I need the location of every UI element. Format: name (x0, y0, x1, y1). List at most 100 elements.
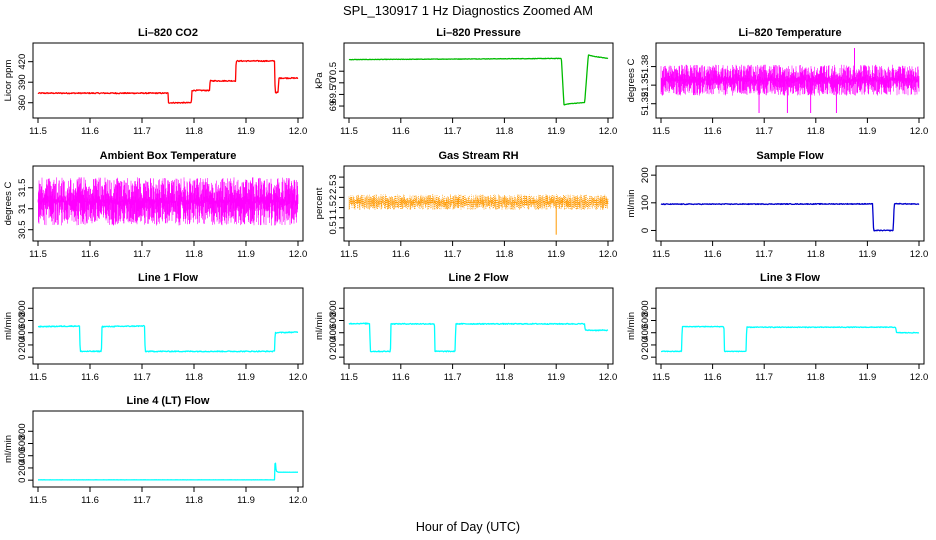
x-tick-label: 11.7 (755, 249, 773, 260)
panel-5: Sample Flow 11.5 11.6 11.7 11.8 11.9 12.0 0 100 2… (626, 150, 928, 260)
x-tick-label: 12.0 (289, 126, 308, 137)
x-tick-label: 11.6 (81, 495, 99, 506)
data-series (37, 324, 299, 353)
x-tick-label: 11.5 (652, 126, 670, 137)
panel-title: Line 1 Flow (138, 272, 198, 284)
panel-7: Line 2 Flow 11.5 11.6 11.7 11.8 11.9 12.0 0 2004… (314, 272, 617, 383)
y-tick-label: 200 (17, 337, 28, 353)
x-tick-label: 11.8 (185, 495, 203, 506)
data-series (37, 59, 299, 104)
y-tick-label: 200 (328, 337, 339, 353)
x-tick-label: 12.0 (910, 372, 929, 383)
x-tick-label: 11.7 (755, 372, 773, 383)
y-tick-label: 2.5 (328, 181, 339, 194)
data-line (348, 54, 609, 106)
panel-6: Line 1 Flow 11.5 11.6 11.7 11.8 11.9 12.0 0 2004… (3, 272, 307, 383)
y-axis-label: ml/min (314, 312, 325, 340)
y-tick-label: 600 (17, 436, 28, 452)
plot-frame (655, 287, 925, 365)
data-line (37, 462, 299, 481)
x-tick-label: 11.6 (704, 249, 722, 260)
y-axis-label: ml/min (3, 312, 14, 340)
x-tick-label: 11.5 (29, 495, 47, 506)
x-tick-label: 11.5 (29, 126, 47, 137)
panel-1: Li–820 Pressure 11.5 11.6 11.7 11.8 11.9 12.0 6… (314, 27, 617, 137)
x-tick-label: 11.5 (652, 249, 670, 260)
data-series (660, 202, 920, 232)
y-tick-label: 0 (640, 228, 651, 233)
y-axis-label: Licor ppm (3, 60, 14, 102)
x-tick-label: 11.7 (133, 372, 151, 383)
data-series (348, 194, 609, 235)
x-tick-label: 11.8 (807, 372, 825, 383)
x-tick-label: 11.5 (340, 372, 358, 383)
x-tick-label: 11.6 (392, 372, 410, 383)
x-tick-label: 11.7 (133, 126, 151, 137)
x-tick-label: 12.0 (599, 126, 618, 137)
x-tick-label: 11.6 (81, 372, 99, 383)
x-tick-label: 11.9 (859, 126, 877, 137)
x-tick-label: 11.9 (237, 372, 255, 383)
panel-title: Line 3 Flow (760, 272, 820, 284)
figure-title: SPL_130917 1 Hz Diagnostics Zoomed AM (343, 3, 593, 18)
x-tick-label: 11.8 (496, 126, 514, 137)
data-band (348, 194, 609, 210)
x-tick-label: 12.0 (289, 249, 308, 260)
data-line (660, 325, 920, 353)
x-tick-label: 11.6 (81, 126, 99, 137)
y-tick-label: 1.5 (328, 201, 339, 214)
panel-4: Gas Stream RH 11.5 11.6 11.7 11.8 11.9 12.0 0.5… (314, 150, 617, 260)
x-tick-label: 11.8 (496, 372, 514, 383)
y-tick-label: 600 (640, 313, 651, 329)
x-tick-label: 11.7 (133, 495, 151, 506)
plot-frame (343, 287, 614, 365)
panel-title: Li–820 Temperature (738, 27, 841, 39)
x-tick-label: 11.6 (704, 126, 722, 137)
x-tick-label: 11.8 (496, 249, 514, 260)
panel-3: Ambient Box Temperature 11.5 11.6 11.7 11.8 1… (3, 150, 307, 260)
y-tick-label: 200 (640, 337, 651, 353)
y-tick-label: 30.5 (17, 220, 28, 239)
y-tick-label: 0.5 (328, 221, 339, 234)
x-tick-label: 12.0 (910, 126, 929, 137)
y-tick-label: 51.35 (640, 73, 651, 97)
y-axis-label: kPa (314, 72, 325, 89)
x-tick-label: 11.7 (444, 372, 462, 383)
panel-8: Line 3 Flow 11.5 11.6 11.7 11.8 11.9 12.0 0 2004… (626, 272, 928, 383)
data-line (660, 202, 920, 232)
y-tick-label: 0 (17, 355, 28, 360)
x-tick-label: 11.5 (29, 372, 47, 383)
x-tick-label: 11.9 (859, 249, 877, 260)
y-tick-label: 400 (640, 325, 651, 341)
plot-frame (32, 42, 304, 119)
data-band (660, 64, 920, 96)
y-tick-label: 69 (328, 101, 339, 112)
plot-frame (32, 287, 304, 365)
data-series (660, 48, 920, 113)
x-tick-label: 11.9 (237, 249, 255, 260)
x-tick-label: 11.6 (392, 126, 410, 137)
y-tick-label: 800 (17, 300, 28, 316)
x-tick-label: 11.7 (444, 249, 462, 260)
panel-title: Li–820 Pressure (436, 27, 520, 39)
y-axis-label: percent (314, 187, 325, 219)
x-tick-label: 11.9 (547, 126, 565, 137)
y-tick-label: 0 (328, 355, 339, 360)
x-tick-label: 12.0 (599, 372, 618, 383)
panel-title: Li–820 CO2 (138, 27, 198, 39)
plot-frame (655, 165, 925, 242)
y-axis-label: degrees C (626, 58, 637, 102)
data-series (660, 325, 920, 353)
y-axis-label: ml/min (626, 312, 637, 340)
y-tick-label: 800 (640, 300, 651, 316)
x-tick-label: 11.9 (547, 249, 565, 260)
y-axis-label: degrees C (3, 181, 14, 225)
y-tick-label: 400 (17, 448, 28, 464)
plot-frame (343, 42, 614, 119)
plot-frame (32, 165, 304, 242)
data-band (37, 177, 299, 226)
x-tick-label: 11.5 (340, 249, 358, 260)
y-tick-label: 70.5 (328, 62, 339, 81)
y-tick-label: 400 (328, 325, 339, 341)
